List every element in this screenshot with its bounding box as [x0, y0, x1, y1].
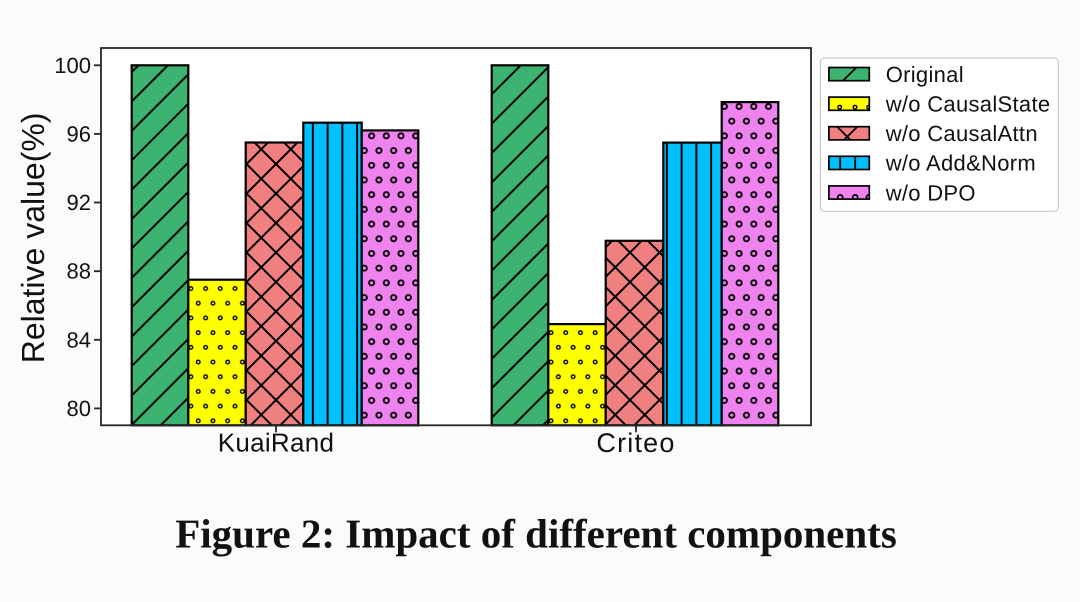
svg-text:Figure 2: Impact of different: Figure 2: Impact of different components [175, 511, 897, 558]
svg-text:Original: Original [886, 62, 964, 87]
svg-text:Criteo: Criteo [596, 428, 675, 458]
svg-text:100: 100 [54, 53, 91, 78]
svg-text:96: 96 [67, 121, 91, 146]
svg-text:80: 80 [67, 396, 91, 421]
svg-text:88: 88 [67, 259, 91, 284]
svg-text:w/o DPO: w/o DPO [885, 180, 976, 205]
svg-text:KuaiRand: KuaiRand [218, 428, 335, 458]
svg-text:w/o CausalState: w/o CausalState [885, 92, 1051, 117]
svg-text:w/o Add&Norm: w/o Add&Norm [885, 151, 1036, 176]
svg-text:Relative value(%): Relative value(%) [15, 113, 51, 364]
svg-text:92: 92 [67, 190, 91, 215]
svg-text:84: 84 [67, 327, 91, 352]
svg-text:w/o CausalAttn: w/o CausalAttn [885, 121, 1038, 146]
